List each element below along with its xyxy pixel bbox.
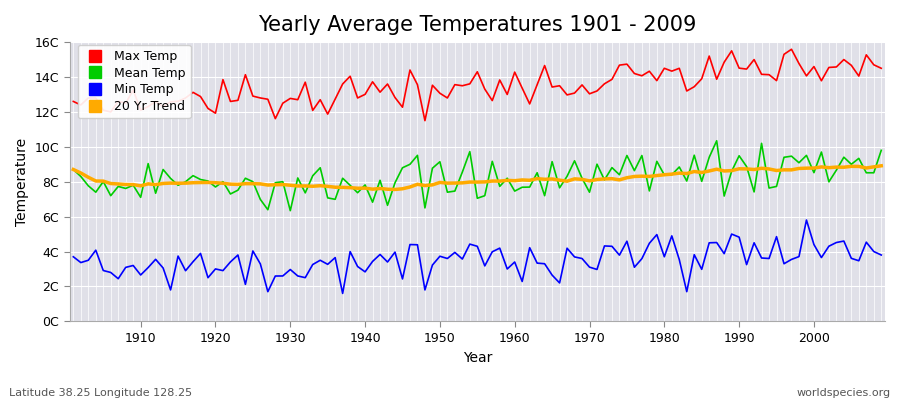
Text: Latitude 38.25 Longitude 128.25: Latitude 38.25 Longitude 128.25 [9,388,192,398]
Text: worldspecies.org: worldspecies.org [796,388,891,398]
Legend: Max Temp, Mean Temp, Min Temp, 20 Yr Trend: Max Temp, Mean Temp, Min Temp, 20 Yr Tre… [77,45,191,118]
Title: Yearly Average Temperatures 1901 - 2009: Yearly Average Temperatures 1901 - 2009 [258,15,697,35]
Y-axis label: Temperature: Temperature [15,138,29,226]
X-axis label: Year: Year [463,351,492,365]
